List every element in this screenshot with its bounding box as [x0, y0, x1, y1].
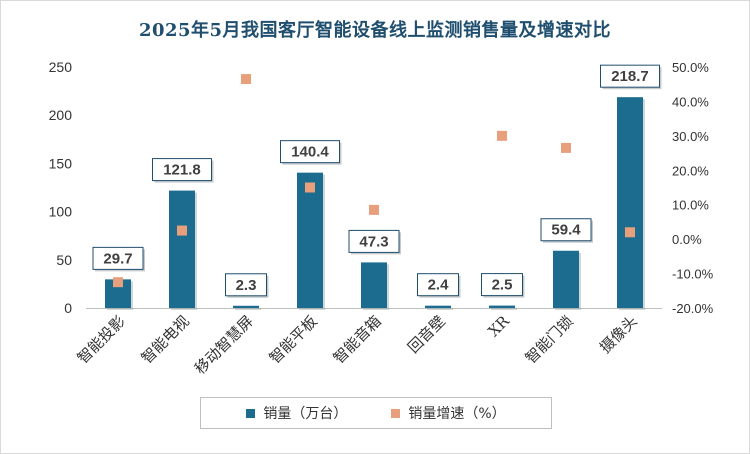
bar-shadow: [235, 307, 261, 310]
right-axis-tick: -20.0%: [672, 301, 714, 316]
left-axis-tick: 50: [56, 252, 72, 268]
legend-label-sales: 销量（万台）: [263, 406, 348, 422]
bar-data-label: 121.8: [163, 162, 201, 179]
data-label-box: [417, 273, 459, 297]
category-label: 智能门锁: [522, 312, 577, 367]
legend-swatch-growth: [391, 408, 401, 418]
bar: [169, 190, 195, 308]
bar: [617, 97, 643, 308]
bar-shadow: [491, 307, 517, 310]
growth-marker: [305, 182, 315, 193]
growth-marker: [177, 225, 187, 236]
category-label: 摄像头: [596, 312, 641, 357]
bar: [425, 305, 451, 308]
category-label: XR: [485, 312, 514, 341]
bar: [233, 305, 259, 308]
bar-data-label: 218.7: [611, 68, 649, 85]
category-label: 移动智慧屏: [191, 312, 257, 378]
legend-item-growth: 销量增速（%）: [391, 403, 506, 423]
bar-data-label: 29.7: [103, 250, 132, 267]
right-axis-tick: 30.0%: [672, 129, 709, 144]
legend-label-growth: 销量增速（%）: [408, 406, 506, 422]
left-axis: 0 50 100 150 200 250: [49, 59, 73, 316]
bar-data-label: 140.4: [291, 144, 329, 161]
right-axis-tick: 50.0%: [672, 60, 709, 75]
bar: [489, 305, 515, 308]
right-axis-tick: -10.0%: [672, 267, 714, 282]
data-label-box: [348, 229, 400, 253]
data-label-box: [152, 158, 212, 182]
left-axis-tick: 250: [49, 59, 73, 75]
data-label-box: [540, 218, 592, 242]
right-axis-tick: 40.0%: [672, 94, 709, 109]
bar-data-label: 2.4: [428, 277, 450, 294]
bar-data-label: 47.3: [359, 233, 388, 250]
right-axis-tick: 0.0%: [672, 232, 702, 247]
legend-item-sales: 销量（万台）: [246, 403, 347, 423]
left-axis-tick: 100: [49, 204, 73, 220]
bar: [361, 262, 387, 308]
left-axis-tick: 0: [64, 300, 72, 316]
data-label-box: [280, 140, 340, 164]
category-label: 智能电视: [138, 312, 193, 367]
bar-data-label: 59.4: [551, 222, 581, 239]
bar-series: [86, 97, 662, 310]
bar-shadow: [427, 307, 453, 310]
legend: 销量（万台） 销量增速（%）: [200, 397, 552, 429]
category-label: 智能平板: [266, 312, 321, 367]
growth-series: [113, 74, 635, 288]
bar-data-label: 2.3: [236, 277, 257, 294]
bar-data-label: 2.5: [492, 277, 513, 294]
data-label-box: [481, 273, 523, 297]
right-axis-tick: 20.0%: [672, 163, 709, 178]
bar: [297, 172, 323, 308]
bar: [553, 250, 579, 308]
data-label-box: [225, 273, 267, 297]
growth-marker: [369, 204, 379, 215]
category-label: 智能投影: [74, 312, 129, 367]
data-label-box: [92, 246, 144, 270]
legend-swatch-sales: [246, 408, 256, 418]
left-axis-tick: 150: [49, 155, 73, 171]
left-axis-tick: 200: [49, 107, 73, 123]
bar-data-labels: 29.7 121.8 2.3 140.4 47.3 2.4 2.5 59.4 218.7: [92, 64, 662, 298]
chart-title: 2025年5月我国客厅智能设备线上监测销售量及增速对比: [138, 20, 612, 41]
data-label-box: [600, 64, 660, 88]
growth-marker: [241, 74, 251, 85]
category-label: 智能音箱: [330, 312, 385, 367]
category-label: 回音壁: [404, 312, 449, 357]
growth-marker: [625, 227, 635, 238]
growth-marker: [113, 277, 123, 288]
growth-marker: [497, 130, 507, 141]
right-axis-tick: 10.0%: [672, 198, 709, 213]
right-axis: -20.0% -10.0% 0.0% 10.0% 20.0% 30.0% 40.0% 50.0…: [672, 60, 714, 316]
growth-marker: [561, 142, 571, 153]
